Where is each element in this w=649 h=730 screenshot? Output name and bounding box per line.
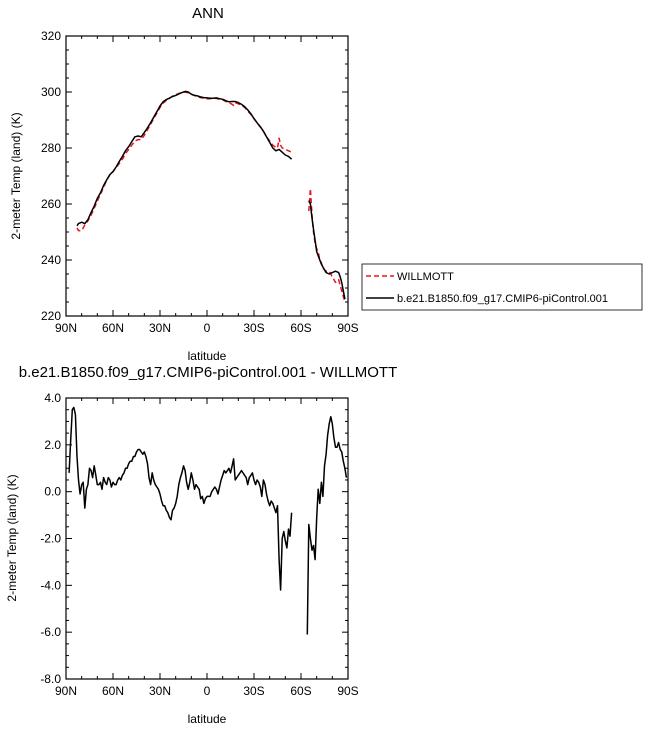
x-tick-label: 30S	[243, 321, 264, 335]
x-tick-label: 60N	[102, 684, 124, 698]
y-tick-label: 280	[41, 141, 61, 155]
x-axis-label: latitude	[188, 712, 227, 726]
x-tick-label: 90S	[337, 684, 358, 698]
x-tick-label: 30S	[243, 684, 264, 698]
legend-box	[361, 263, 643, 311]
y-tick-label: 240	[41, 253, 61, 267]
chart-title: b.e21.B1850.f09_g17.CMIP6-piControl.001 …	[19, 364, 398, 381]
plot-lines	[76, 90, 346, 303]
series-model-line	[308, 200, 346, 300]
y-tick-label: 2.0	[44, 438, 61, 452]
y-axis-label: 2-meter Temp (land) (K)	[5, 474, 19, 601]
series-willmott-line	[308, 187, 346, 303]
axis-ticks: 90N 60N 30N 0 30S 60S 90S -8.0 -6.0 -4.0 -2.0 0.0 2.…	[40, 391, 358, 698]
y-tick-label: 0.0	[44, 485, 61, 499]
legend: WILLMOTT b.e21.B1850.f09_g17.CMIP6-piCon…	[361, 263, 643, 311]
y-tick-label: 260	[41, 197, 61, 211]
x-tick-label: 90N	[55, 684, 77, 698]
x-tick-label: 0	[204, 321, 211, 335]
x-tick-label: 60S	[290, 321, 311, 335]
legend-label-model: b.e21.B1850.f09_g17.CMIP6-piControl.001	[397, 293, 608, 305]
y-tick-label: 300	[41, 85, 61, 99]
y-tick-label: -8.0	[40, 672, 61, 686]
chart-title: ANN	[192, 5, 224, 22]
x-tick-label: 30N	[149, 321, 171, 335]
y-tick-label: 220	[41, 309, 61, 323]
x-tick-label: 90N	[55, 321, 77, 335]
series-difference-line	[68, 406, 293, 591]
x-tick-label: 30N	[149, 684, 171, 698]
y-tick-label: -2.0	[40, 532, 61, 546]
legend-label-willmott: WILLMOTT	[397, 271, 454, 283]
plot-lines	[68, 406, 348, 635]
y-tick-label: -6.0	[40, 625, 61, 639]
series-willmott-line	[76, 91, 292, 232]
y-tick-label: -4.0	[40, 578, 61, 592]
series-difference-line	[306, 415, 348, 635]
panel-annual-mean: ANN 90N 60N 30N 0 30S 60S 90S 220 240 260 280 300 32…	[9, 5, 643, 363]
axis-ticks: 90N 60N 30N 0 30S 60S 90S 220 240 260 280 300 320	[41, 29, 359, 335]
x-tick-label: 60S	[290, 684, 311, 698]
x-tick-label: 0	[204, 684, 211, 698]
x-axis-label: latitude	[188, 349, 227, 363]
y-tick-label: 4.0	[44, 391, 61, 405]
plot-frame	[65, 35, 349, 317]
y-tick-label: 320	[41, 29, 61, 43]
panel-difference: b.e21.B1850.f09_g17.CMIP6-piControl.001 …	[5, 364, 397, 726]
x-tick-label: 90S	[337, 321, 358, 335]
series-model-line	[76, 90, 293, 227]
y-axis-label: 2-meter Temp (land) (K)	[9, 112, 23, 239]
plot-frame	[65, 397, 349, 680]
x-tick-label: 60N	[102, 321, 124, 335]
